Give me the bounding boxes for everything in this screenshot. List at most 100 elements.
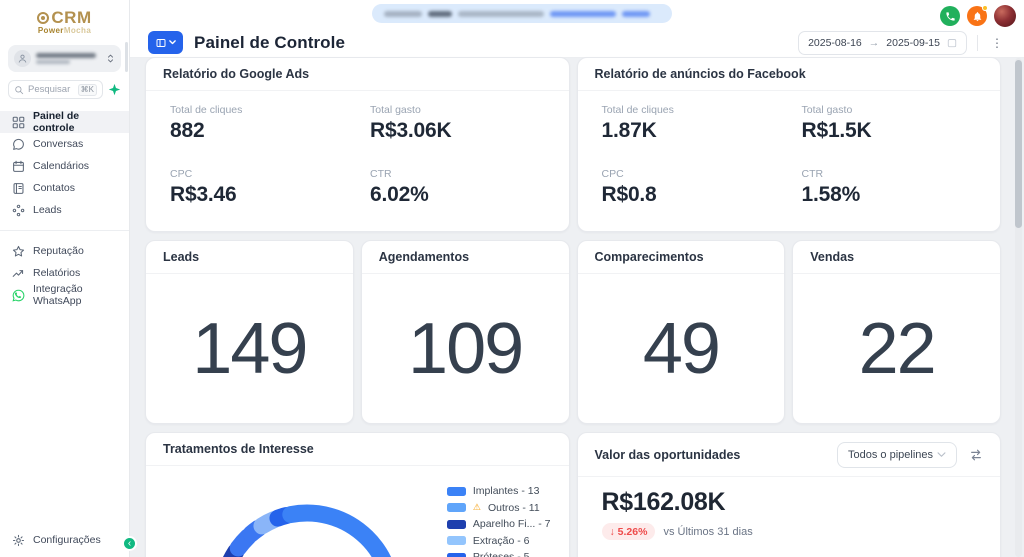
dashboard-switcher-button[interactable]: [148, 31, 183, 54]
sidebar-item-painel-de-controle[interactable]: Painel de controle: [0, 110, 129, 134]
account-switcher[interactable]: [8, 45, 121, 72]
sidebar-item-label: Integração WhatsApp: [33, 283, 83, 307]
sidebar-item-conversas[interactable]: Conversas: [0, 133, 129, 155]
opportunities-value: R$162.08K: [601, 488, 726, 516]
card-title: Comparecimentos: [594, 250, 704, 264]
pipeline-select[interactable]: Todos o pipelines: [837, 441, 957, 468]
sidebar-item-configuracoes[interactable]: Configurações: [0, 529, 129, 551]
chart-legend: Implantes - 13 ⚠ Outros - 11 Aparelho Fi…: [446, 483, 551, 557]
sidebar-item-reputacao[interactable]: Reputação: [0, 240, 129, 262]
date-range-picker[interactable]: 2025-08-16 → 2025-09-15: [798, 30, 967, 55]
legend-item[interactable]: Próteses - 5: [446, 549, 551, 557]
sidebar-scrollbar[interactable]: [125, 42, 128, 72]
metric-cpc: CPC R$3.46: [170, 168, 237, 206]
calendar-icon: [947, 38, 957, 47]
date-from: 2025-08-16: [808, 36, 862, 49]
legend-item[interactable]: Aparelho Fi... - 7: [446, 516, 551, 533]
calendar-icon: [12, 160, 25, 173]
stat-card-comparecimentos: Comparecimentos 49: [576, 240, 786, 424]
legend-item[interactable]: Extração - 6: [446, 533, 551, 550]
legend-swatch: [446, 552, 466, 557]
legend-swatch: [446, 503, 466, 513]
metric-ctr: CTR 6.02%: [370, 168, 429, 206]
redacted-text: [428, 10, 452, 17]
phone-button[interactable]: [940, 6, 960, 26]
treatments-chart-card: Tratamentos de Interesse Implantes - 13 …: [145, 432, 570, 557]
legend-item[interactable]: ⚠ Outros - 11: [446, 500, 551, 517]
page-header: Painel de Controle 2025-08-16 → 2025-09-…: [130, 28, 1024, 58]
legend-swatch: [446, 536, 466, 546]
top-strip: [0, 0, 1024, 28]
sidebar-item-relatorios[interactable]: Relatórios: [0, 262, 129, 284]
card-title: Relatório do Google Ads: [163, 67, 310, 81]
whatsapp-icon: [12, 289, 25, 302]
redacted-text: [384, 10, 422, 17]
chat-icon: [12, 138, 25, 151]
sidebar-item-label: Painel de controle: [33, 110, 80, 134]
sidebar-item-label: Conversas: [33, 138, 84, 150]
brand-logo: CRM PowerMocha: [0, 0, 129, 35]
nav-divider: [0, 230, 129, 231]
search-input[interactable]: Pesquisar ⌘K: [8, 80, 103, 99]
card-title: Tratamentos de Interesse: [163, 442, 314, 456]
swap-icon[interactable]: [969, 448, 983, 462]
stat-card-vendas: Vendas 22: [792, 240, 1001, 424]
metric-total-cliques: Total de cliques 1.87K: [601, 104, 674, 142]
quick-add-button[interactable]: [108, 83, 121, 96]
header-divider: [977, 34, 978, 51]
metric-total-gasto: Total gasto R$1.5K: [801, 104, 872, 142]
stat-value: 49: [642, 308, 721, 389]
date-arrow-icon: →: [868, 36, 880, 49]
sidebar-item-integracao-whatsapp[interactable]: Integração WhatsApp: [0, 283, 129, 307]
redacted-text: [458, 10, 544, 17]
gear-icon: [12, 534, 25, 547]
sidebar-item-leads[interactable]: Leads: [0, 199, 129, 221]
treatments-donut-chart[interactable]: [171, 478, 501, 557]
pipeline-select-value: Todos o pipelines: [848, 448, 934, 461]
brand-logo-icon: [37, 11, 50, 24]
notification-banner[interactable]: [372, 4, 672, 23]
sidebar-item-label: Reputação: [33, 245, 84, 257]
more-options-button[interactable]: ⋮: [991, 35, 1003, 50]
sidebar-item-label: Configurações: [33, 534, 101, 546]
brand-name: CRM: [51, 8, 92, 27]
leads-icon: [12, 204, 25, 217]
sidebar-item-label: Contatos: [33, 182, 76, 194]
sidebar-item-contatos[interactable]: Contatos: [0, 177, 129, 199]
search-icon: [15, 85, 24, 94]
stat-card-leads: Leads 149: [145, 240, 354, 424]
chevron-down-icon: [169, 40, 176, 45]
sidebar-item-calendarios[interactable]: Calendários: [0, 155, 129, 177]
stat-card-agendamentos: Agendamentos 109: [360, 240, 570, 424]
warning-icon: ⚠: [472, 502, 481, 513]
user-avatar[interactable]: [994, 5, 1016, 27]
compare-label: vs Últimos 31 dias: [663, 525, 753, 538]
page-title: Painel de Controle: [194, 32, 346, 52]
stat-value: 109: [408, 308, 524, 389]
legend-item[interactable]: Implantes - 13: [446, 483, 551, 500]
brand-mocha: Mocha: [63, 26, 92, 35]
sidebar-item-label: Relatórios: [33, 267, 81, 279]
notifications-button[interactable]: [967, 5, 988, 26]
account-avatar-icon: [14, 50, 31, 67]
search-shortcut: ⌘K: [77, 83, 97, 96]
star-icon: [12, 245, 25, 258]
scrollbar-thumb[interactable]: [1015, 60, 1022, 228]
date-to: 2025-09-15: [886, 36, 940, 49]
chevron-down-icon: [937, 451, 946, 457]
metric-ctr: CTR 1.58%: [801, 168, 861, 206]
sidebar-collapse-button[interactable]: ‹: [122, 536, 137, 551]
stat-value: 22: [858, 308, 937, 389]
metric-total-gasto: Total gasto R$3.06K: [370, 104, 452, 142]
card-title: Valor das oportunidades: [594, 447, 741, 462]
stat-value: 149: [192, 308, 308, 389]
legend-swatch: [446, 486, 466, 496]
trend-icon: [12, 267, 25, 280]
metric-cpc: CPC R$0.8: [601, 168, 657, 206]
opportunities-card: Valor das oportunidades Todos o pipeline…: [576, 432, 1001, 557]
redacted-link: [550, 10, 616, 17]
scrollbar-track[interactable]: [1015, 58, 1022, 557]
facebook-ads-card: Relatório de anúncios do Facebook Total …: [576, 57, 1001, 232]
notification-badge: [982, 5, 988, 11]
